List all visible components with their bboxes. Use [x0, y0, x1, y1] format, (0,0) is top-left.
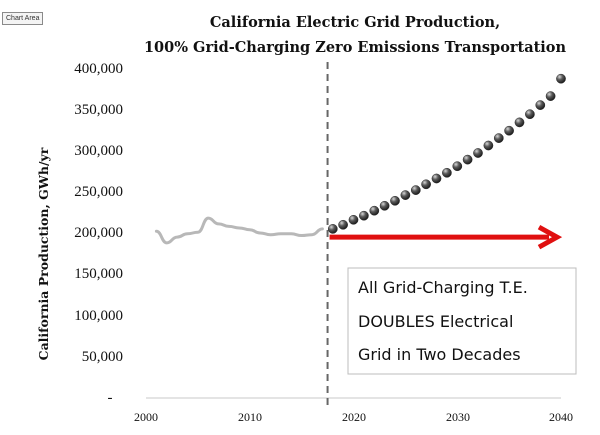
x-tick-labels: 2000 2010 2020 2030 2040 — [134, 410, 573, 424]
callout-box: All Grid-Charging T.E. DOUBLES Electrica… — [347, 267, 577, 375]
y-tick-label: 100,000 — [74, 308, 123, 324]
projection-point — [338, 219, 348, 230]
chart-area-tag[interactable]: Chart Area — [2, 12, 44, 25]
x-tick-label: 2000 — [134, 410, 158, 424]
projection-point — [504, 125, 514, 136]
y-tick-label: 300,000 — [74, 143, 123, 159]
historical-series-line — [154, 216, 324, 245]
y-tick-label: 50,000 — [82, 349, 123, 365]
y-tick-label: 200,000 — [74, 225, 123, 241]
projection-point — [556, 73, 566, 84]
y-tick-label: - — [108, 390, 113, 406]
projection-point — [452, 161, 463, 172]
x-tick-label: 2020 — [342, 410, 366, 424]
callout-line: DOUBLES Electrical — [358, 312, 513, 331]
y-axis-label: California Production, GWh/yr — [36, 147, 51, 360]
projection-point — [535, 100, 546, 110]
projection-point — [462, 154, 473, 165]
projection-point — [483, 140, 494, 151]
y-tick-labels: 400,000 350,000 300,000 250,000 200,000 … — [74, 61, 123, 406]
x-tick-label: 2010 — [238, 410, 262, 424]
projection-point — [410, 185, 421, 195]
x-tick-label: 2040 — [549, 410, 573, 424]
projection-point — [359, 210, 369, 221]
projection-point — [348, 214, 359, 225]
projection-point — [379, 200, 390, 211]
callout-line: All Grid-Charging T.E. — [358, 278, 528, 297]
callout-line: Grid in Two Decades — [358, 345, 521, 364]
y-tick-label: 400,000 — [74, 61, 123, 77]
y-tick-label: 150,000 — [74, 266, 123, 282]
projection-point — [514, 117, 525, 128]
projection-point — [525, 109, 535, 120]
arrow-head — [537, 224, 563, 250]
chart-subtitle: 100% Grid-Charging Zero Emissions Transp… — [144, 39, 567, 56]
projection-point — [493, 133, 504, 143]
y-tick-label: 350,000 — [74, 102, 123, 118]
chart-title: California Electric Grid Production, — [210, 14, 500, 31]
projection-point — [327, 224, 338, 234]
y-tick-label: 250,000 — [74, 184, 123, 200]
callout-frame — [347, 267, 577, 375]
projection-point — [390, 195, 400, 206]
x-tick-label: 2030 — [446, 410, 470, 424]
projection-point — [421, 179, 431, 190]
projection-point — [545, 91, 556, 101]
projection-point — [431, 173, 442, 184]
projection-point — [473, 148, 483, 158]
chart-marks — [154, 62, 566, 410]
projection-point — [400, 190, 411, 200]
projection-point — [369, 205, 380, 216]
projection-point — [442, 167, 452, 178]
